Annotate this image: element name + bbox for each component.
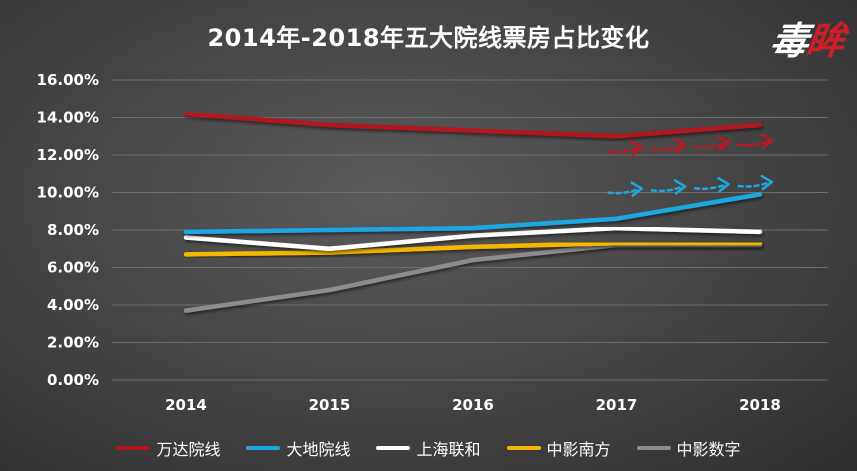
y-tick-label: 6.00% bbox=[47, 259, 99, 277]
trend-arrow bbox=[737, 174, 774, 191]
legend-item: 万达院线 bbox=[116, 436, 220, 460]
series-lines bbox=[183, 111, 763, 313]
legend-item: 上海联和 bbox=[376, 436, 481, 460]
legend-swatch bbox=[506, 446, 541, 450]
legend-swatch bbox=[246, 446, 281, 450]
trend-arrow bbox=[650, 137, 687, 154]
legend-label: 大地院线 bbox=[286, 440, 351, 459]
y-tick-label: 10.00% bbox=[37, 184, 99, 202]
y-tick-label: 16.00% bbox=[37, 71, 99, 89]
trend-arrow bbox=[607, 181, 643, 197]
legend: 万达院线 大地院线 上海联和 中影南方 中影数字 bbox=[0, 436, 857, 460]
legend-label: 中影数字 bbox=[676, 440, 741, 459]
legend-swatch bbox=[636, 446, 671, 450]
y-tick-label: 2.00% bbox=[47, 334, 99, 352]
x-tick-label: 2016 bbox=[452, 396, 494, 414]
trend-arrow bbox=[694, 176, 730, 193]
trend-arrow bbox=[694, 135, 730, 152]
trend-arrow bbox=[737, 133, 774, 150]
x-axis-ticks: 2014 2015 2016 2017 2018 bbox=[165, 396, 781, 414]
series-line bbox=[183, 240, 763, 257]
x-tick-label: 2015 bbox=[309, 396, 351, 414]
series-line bbox=[183, 192, 763, 235]
x-tick-label: 2014 bbox=[165, 396, 207, 414]
y-axis-ticks: 0.00% 2.00% 4.00% 6.00% 8.00% 10.00% 12.00% 14.… bbox=[37, 71, 99, 389]
trend-arrow bbox=[650, 179, 687, 195]
series-line bbox=[183, 225, 763, 251]
y-tick-label: 0.00% bbox=[47, 371, 99, 389]
legend-label: 上海联和 bbox=[416, 440, 481, 459]
trend-arrows bbox=[607, 133, 774, 197]
x-tick-label: 2017 bbox=[596, 396, 638, 414]
x-tick-label: 2018 bbox=[739, 396, 781, 414]
y-tick-label: 14.00% bbox=[37, 109, 99, 127]
y-tick-label: 4.00% bbox=[47, 296, 99, 314]
legend-item: 大地院线 bbox=[246, 436, 350, 460]
chart-title: 2014年-2018年五大院线票房占比变化 bbox=[207, 24, 650, 52]
legend-swatch bbox=[376, 446, 411, 450]
y-tick-label: 8.00% bbox=[47, 221, 99, 239]
legend-item: 中影数字 bbox=[636, 436, 741, 460]
legend-swatch bbox=[116, 446, 151, 450]
legend-label: 中影南方 bbox=[546, 440, 611, 459]
trend-arrow bbox=[607, 140, 643, 156]
series-line bbox=[183, 111, 763, 139]
legend-item: 中影南方 bbox=[506, 436, 611, 460]
legend-label: 万达院线 bbox=[156, 440, 221, 459]
y-tick-label: 12.00% bbox=[37, 146, 99, 164]
